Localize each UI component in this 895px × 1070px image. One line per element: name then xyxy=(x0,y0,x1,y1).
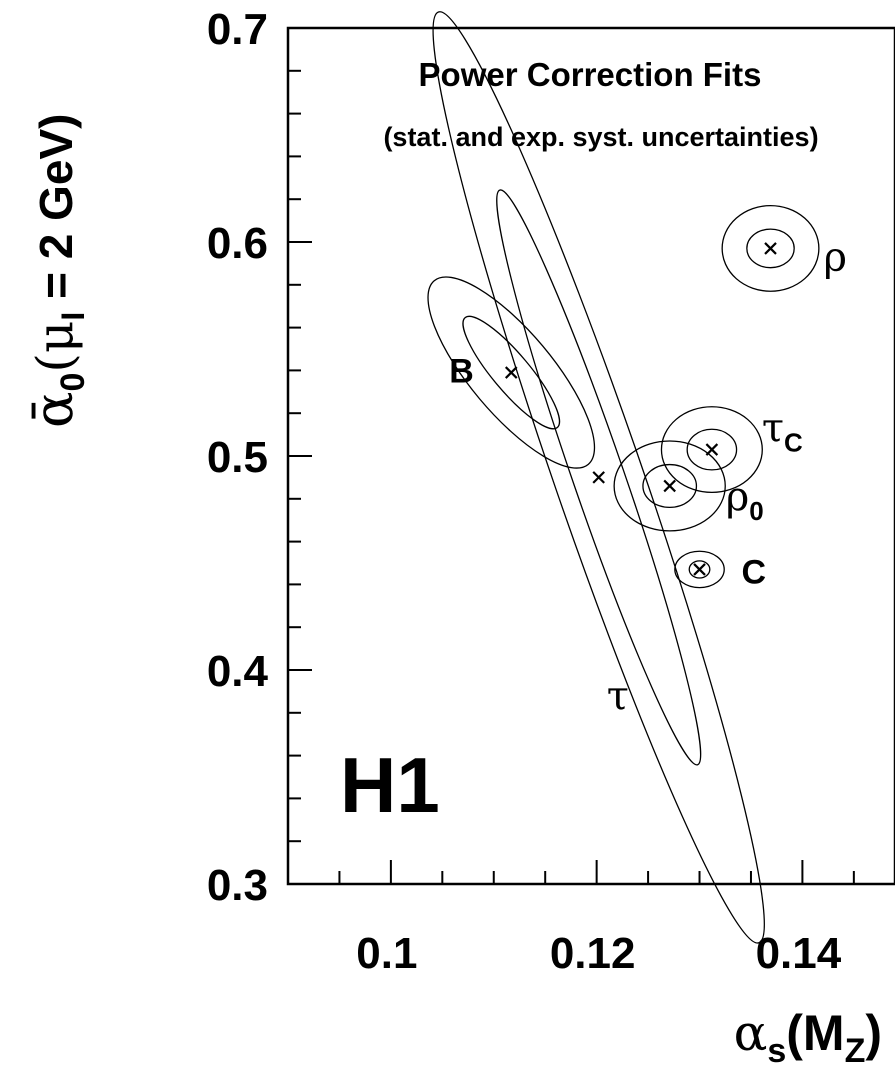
y-tick-label: 0.7 xyxy=(207,5,268,54)
tau-label-main: τ xyxy=(607,673,629,719)
tauC-label-main: τ xyxy=(762,406,784,452)
B-label: B xyxy=(449,353,474,391)
x-axis-label-sub: s xyxy=(767,1032,786,1070)
B-label-main: B xyxy=(449,353,474,391)
x-axis-label-sub2: Z xyxy=(845,1032,866,1070)
rho0-label-main: ρ xyxy=(726,474,750,520)
C-contour-outer xyxy=(674,550,725,589)
rho-contour-inner xyxy=(746,228,795,269)
marker-layer xyxy=(504,242,777,576)
y-axis-label-greek: ᾱ xyxy=(22,392,85,428)
x-axis-label-greek: α xyxy=(734,1004,768,1062)
rho0-contour-outer xyxy=(613,440,726,532)
C-label: C xyxy=(742,553,767,591)
tauC-contour-inner xyxy=(686,428,738,471)
tauC-contour-outer xyxy=(660,406,763,494)
rho-label-main: ρ xyxy=(824,234,848,280)
h1-label: H1 xyxy=(340,741,440,829)
chart-title: Power Correction Fits xyxy=(419,56,762,93)
rho0-label-sub: 0 xyxy=(749,496,763,526)
rho-label: ρ xyxy=(824,234,848,280)
tau-contour-inner xyxy=(496,189,702,766)
B-marker xyxy=(504,366,518,379)
C-label-main: C xyxy=(742,553,767,591)
C-contour-inner xyxy=(688,560,711,579)
tau-marker xyxy=(592,471,605,484)
y-tick-label: 0.5 xyxy=(207,433,268,482)
rho-marker xyxy=(764,242,777,255)
tauC-label: τC xyxy=(762,406,803,458)
chart-subtitle: (stat. and exp. syst. uncertainties) xyxy=(383,122,818,152)
x-tick-label: 0.12 xyxy=(550,929,636,978)
y-axis-label-sub: 0 xyxy=(54,373,92,392)
tick-labels: 0.3 0.4 0.5 0.6 0.7 0.1 0.12 0.14 xyxy=(207,5,842,978)
tauC-label-sub: C xyxy=(784,428,803,458)
contour-layer xyxy=(427,11,820,944)
axis-ticks xyxy=(287,27,855,885)
C-marker xyxy=(693,563,706,576)
B-contour-outer xyxy=(427,276,596,469)
y-tick-label: 0.3 xyxy=(207,861,268,910)
y-axis-label: ᾱ0(μI = 2 GeV) xyxy=(22,114,92,428)
x-axis-label: αs(MZ) xyxy=(734,1004,882,1070)
y-axis-label-open: (μ xyxy=(26,321,84,373)
B-contour-inner xyxy=(462,315,561,430)
y-axis-label-sub2: I xyxy=(55,312,91,321)
tauC-marker xyxy=(705,443,719,456)
rho-contour-outer xyxy=(721,204,820,292)
tau-contour-outer xyxy=(432,11,765,944)
rho0-contour-inner xyxy=(642,463,698,509)
rho0-marker xyxy=(663,479,676,493)
x-axis-label-rest: (M xyxy=(786,1005,844,1061)
x-tick-label: 0.14 xyxy=(756,929,842,978)
rho0-label: ρ0 xyxy=(726,474,764,526)
y-tick-label: 0.4 xyxy=(207,647,269,696)
tau-label: τ xyxy=(607,673,629,719)
y-axis-label-rest: = 2 GeV) xyxy=(30,114,82,312)
x-tick-label: 0.1 xyxy=(356,929,417,978)
x-axis-label-close: ) xyxy=(865,1005,882,1061)
y-tick-label: 0.6 xyxy=(207,219,268,268)
